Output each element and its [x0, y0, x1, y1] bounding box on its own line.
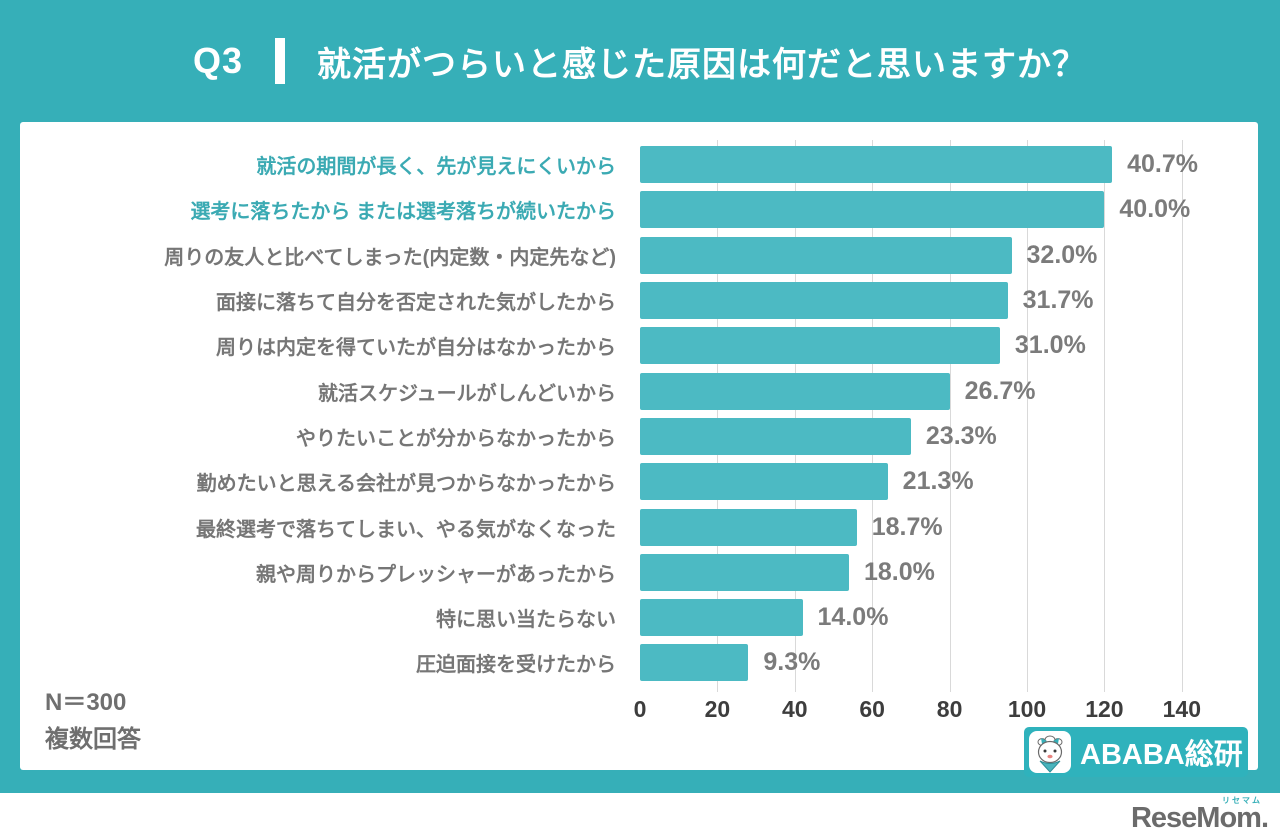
bar	[640, 372, 950, 410]
bar-track: 18.0%	[640, 553, 1258, 591]
bar-value-label: 23.3%	[925, 421, 997, 450]
bar-value-label: 31.7%	[1022, 286, 1094, 315]
chart-row: 親や周りからプレッシャーがあったから 18.0%	[20, 550, 1258, 595]
answer-type-label: 複数回答	[45, 726, 141, 753]
bar	[640, 327, 1000, 365]
bar-category-label: 就活スケジュールがしんどいから	[318, 382, 616, 405]
x-axis-tick-label: 0	[633, 696, 647, 722]
bar-category-label: 勤めたいと思える会社が見つからなかったから	[196, 473, 616, 496]
bar-track: 40.0%	[640, 191, 1258, 229]
x-axis-tick-label: 140	[1162, 696, 1201, 722]
bar	[640, 146, 1113, 184]
bar-value-label: 9.3%	[763, 648, 821, 677]
chart-gridlines	[640, 140, 1258, 692]
gridline	[1104, 140, 1106, 692]
bar-track: 31.7%	[640, 282, 1258, 320]
bar-track: 23.3%	[640, 417, 1258, 455]
chart-row: 就活スケジュールがしんどいから 26.7%	[20, 368, 1258, 413]
chart-row: 面接に落ちて自分を否定された気がしたから 31.7%	[20, 278, 1258, 323]
bar-track: 26.7%	[640, 372, 1258, 410]
bar-category-label: 親や周りからプレッシャーがあったから	[256, 563, 616, 586]
x-axis-tick-label: 100	[1007, 696, 1047, 722]
gridline	[717, 140, 719, 692]
bar-value-label: 31.0%	[1014, 331, 1086, 360]
bar-track: 21.3%	[640, 463, 1258, 501]
x-axis-tick-label: 60	[859, 696, 885, 722]
bar-category-label: 最終選考で落ちてしまい、やる気がなくなった	[196, 518, 616, 541]
bar-value-label: 18.0%	[863, 557, 935, 586]
bar	[640, 508, 857, 546]
page-title: 就活がつらいと感じた原因は何だと思いますか？	[317, 45, 1088, 84]
chart-row: 特に思い当たらない 14.0%	[20, 595, 1258, 640]
resemom-wordmark: ReseMom.	[1130, 802, 1269, 834]
chart-row: 勤めたいと思える会社が見つからなかったから 21.3%	[20, 459, 1258, 504]
bar	[640, 191, 1105, 229]
chart-row: 圧迫面接を受けたから 9.3%	[20, 640, 1258, 685]
bar-track: 32.0%	[640, 236, 1258, 274]
bar-category-label: 周りの友人と比べてしまった(内定数・内定先など)	[164, 246, 616, 269]
bar	[640, 417, 911, 455]
bar-category-label: 選考に落ちたから または選考落ちが続いたから	[190, 201, 616, 224]
bar-track: 9.3%	[640, 644, 1258, 682]
gridline	[794, 140, 796, 692]
chart-row: 周りは内定を得ていたが自分はなかったから 31.0%	[20, 323, 1258, 368]
bar	[640, 282, 1008, 320]
bar-value-label: 40.7%	[1127, 150, 1199, 179]
bar-value-label: 40.0%	[1119, 195, 1191, 224]
footnote: N＝300 複数回答	[45, 684, 141, 758]
bar-category-label: 就活の期間が長く、先が見えにくいから	[256, 156, 616, 179]
bar	[640, 463, 888, 501]
alpaca-mascot-icon	[1028, 730, 1072, 774]
chart-panel: 就活の期間が長く、先が見えにくいから 40.7% 選考に落ちたから または選考落ちが…	[20, 122, 1258, 777]
x-axis-tick-label: 120	[1085, 696, 1124, 722]
chart-row: 選考に落ちたから または選考落ちが続いたから 40.0%	[20, 187, 1258, 232]
bar-track: 31.0%	[640, 327, 1258, 365]
bar	[640, 553, 849, 591]
bar	[640, 236, 1012, 274]
bar-category-label: 面接に落ちて自分を否定された気がしたから	[216, 292, 616, 315]
bar-value-label: 26.7%	[964, 376, 1036, 405]
bar	[640, 599, 803, 637]
x-axis: 0 20 40 60 80 100 120 140	[634, 696, 1258, 730]
resemom-logo: リセマム ReseMom.	[1130, 795, 1269, 834]
gridline	[1181, 140, 1183, 692]
bar	[640, 644, 749, 682]
bar-value-label: 14.0%	[817, 603, 889, 632]
sample-size-label: N＝300	[45, 689, 127, 716]
gridline	[1027, 140, 1028, 692]
ababa-logo-text: ABABA総研	[1080, 739, 1243, 771]
resemom-katakana-label: リセマム	[1222, 796, 1262, 805]
bar-value-label: 21.3%	[902, 467, 974, 496]
gridline	[872, 140, 874, 692]
bar-category-label: やりたいことが分からなかったから	[296, 427, 616, 450]
ababa-logo: ABABA総研	[1024, 727, 1248, 777]
x-axis-tick-label: 40	[782, 696, 808, 722]
bar-track: 18.7%	[640, 508, 1258, 546]
chart-row: 周りの友人と比べてしまった(内定数・内定先など) 32.0%	[20, 233, 1258, 278]
header-divider	[275, 38, 286, 84]
bar-track: 40.7%	[640, 146, 1258, 184]
header: Q3 就活がつらいと感じた原因は何だと思いますか？	[0, 0, 1280, 122]
chart-row: 就活の期間が長く、先が見えにくいから 40.7%	[20, 142, 1258, 187]
bar-value-label: 18.7%	[871, 512, 943, 541]
bar-value-label: 32.0%	[1026, 240, 1098, 269]
background: Q3 就活がつらいと感じた原因は何だと思いますか？ 就活の期間が長く、先が見えに…	[0, 0, 1280, 793]
chart-row: 最終選考で落ちてしまい、やる気がなくなった 18.7%	[20, 504, 1258, 549]
bar-category-label: 圧迫面接を受けたから	[416, 654, 616, 677]
bar-category-label: 特に思い当たらない	[436, 609, 616, 632]
chart-row: やりたいことが分からなかったから 23.3%	[20, 414, 1258, 459]
x-axis-tick-label: 80	[936, 696, 963, 722]
bar-chart: 就活の期間が長く、先が見えにくいから 40.7% 選考に落ちたから または選考落ちが…	[20, 142, 1258, 686]
footer-strip: リセマム ReseMom.	[0, 793, 1280, 834]
bar-category-label: 周りは内定を得ていたが自分はなかったから	[216, 337, 616, 360]
question-number: Q3	[192, 40, 244, 81]
bar-track: 14.0%	[640, 599, 1258, 637]
x-axis-tick-label: 20	[704, 696, 731, 722]
gridline	[949, 140, 951, 692]
